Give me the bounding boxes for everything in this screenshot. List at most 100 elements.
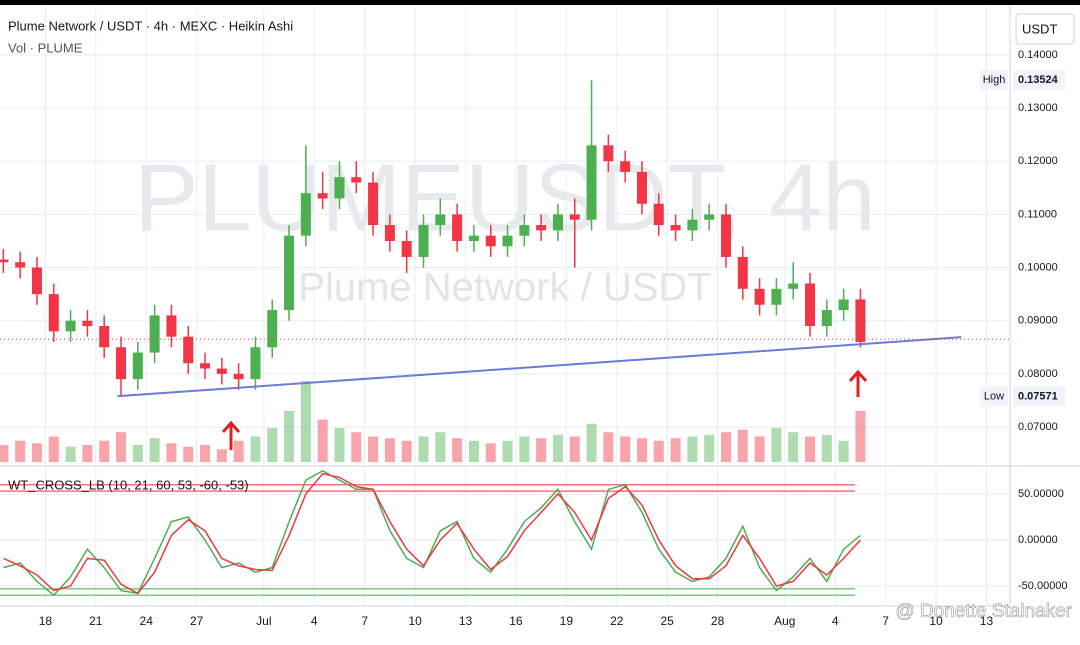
high-value-box bbox=[1013, 70, 1065, 91]
candle-body bbox=[468, 235, 479, 241]
y-tick-label: 50.00000 bbox=[1018, 488, 1064, 500]
candle-body bbox=[737, 256, 748, 289]
x-tick-label: 7 bbox=[882, 614, 889, 628]
candle-body bbox=[401, 240, 412, 257]
volume-bar bbox=[452, 438, 463, 462]
x-tick-label: 4 bbox=[311, 614, 318, 628]
candle-body bbox=[788, 283, 799, 289]
x-tick-label: Jul bbox=[256, 614, 271, 628]
candle-body bbox=[115, 347, 126, 380]
low-value: 0.07571 bbox=[1018, 391, 1058, 403]
x-tick-label: 13 bbox=[980, 614, 994, 628]
volume-bar bbox=[435, 432, 446, 462]
volume-bar bbox=[317, 419, 328, 462]
candle-body bbox=[485, 235, 496, 247]
y-tick-label: 0.12000 bbox=[1018, 155, 1058, 167]
volume-bar bbox=[536, 438, 547, 462]
y-tick-label: 0.00000 bbox=[1018, 534, 1058, 546]
candle-body bbox=[82, 320, 93, 327]
candle-body bbox=[418, 225, 429, 257]
candle-body bbox=[48, 294, 59, 332]
volume-bar bbox=[603, 432, 614, 462]
volume-bar bbox=[519, 436, 530, 462]
candle-body bbox=[502, 235, 513, 247]
candle-body bbox=[216, 368, 227, 374]
volume-bar bbox=[704, 434, 715, 462]
candle-body bbox=[687, 219, 698, 231]
volume-bar bbox=[418, 436, 429, 462]
volume-bar bbox=[48, 436, 59, 462]
volume-bar bbox=[82, 445, 93, 462]
y-tick-label: 0.07000 bbox=[1018, 421, 1058, 433]
candle-body bbox=[435, 214, 446, 226]
y-tick-label: 0.10000 bbox=[1018, 261, 1058, 273]
arrows bbox=[221, 369, 868, 450]
candle-body bbox=[267, 310, 278, 348]
volume-bar bbox=[653, 440, 664, 462]
candle-body bbox=[838, 299, 849, 311]
currency-box[interactable] bbox=[1015, 13, 1075, 45]
candle-body bbox=[603, 145, 614, 162]
y-tick-label: 0.08000 bbox=[1018, 368, 1058, 380]
candle-body bbox=[334, 177, 345, 199]
high-label: High bbox=[983, 74, 1006, 86]
volume-bar bbox=[31, 443, 42, 462]
candle-body bbox=[0, 259, 9, 263]
candle-body bbox=[65, 320, 76, 332]
candle-body bbox=[250, 347, 261, 380]
volume-bar bbox=[250, 436, 261, 462]
volume-bar bbox=[401, 440, 412, 462]
x-tick-label: 19 bbox=[560, 614, 574, 628]
candle-body bbox=[536, 225, 547, 231]
x-tick-label: 22 bbox=[610, 614, 624, 628]
plot: High 0.13524 Low 0.07571 bbox=[0, 70, 1065, 597]
candle-body bbox=[720, 214, 731, 257]
candle-body bbox=[670, 225, 681, 231]
candle-body bbox=[821, 310, 832, 327]
x-tick-label: 28 bbox=[711, 614, 725, 628]
candle-body bbox=[183, 336, 194, 364]
x-tick-label: 21 bbox=[89, 614, 103, 628]
y-tick-label: 0.13000 bbox=[1018, 102, 1058, 114]
volume-bar bbox=[284, 411, 295, 462]
candle-body bbox=[166, 315, 177, 337]
x-tick-label: 4 bbox=[832, 614, 839, 628]
high-label-box bbox=[980, 70, 1008, 91]
candle-body bbox=[704, 214, 715, 220]
volume-bar bbox=[334, 428, 345, 462]
candle-body bbox=[384, 225, 395, 241]
volume-bar bbox=[855, 411, 866, 462]
low-value-box bbox=[1013, 386, 1065, 407]
osc-line bbox=[3, 470, 861, 597]
candle-body bbox=[552, 214, 563, 231]
candle-body bbox=[771, 288, 782, 305]
volume-bar bbox=[771, 428, 782, 462]
volume-bar bbox=[233, 440, 244, 462]
volume-bar bbox=[838, 440, 849, 462]
currency[interactable]: USDT bbox=[1022, 21, 1057, 36]
x-tick-label: 7 bbox=[361, 614, 368, 628]
candle-body bbox=[636, 171, 647, 204]
candle-body bbox=[754, 288, 765, 305]
watermark-subtitle: Plume Network / USDT bbox=[298, 266, 711, 310]
x-tick-label: 10 bbox=[929, 614, 943, 628]
volume-bar bbox=[132, 445, 143, 462]
candle-body bbox=[233, 373, 244, 380]
candle-body bbox=[31, 267, 42, 295]
volume-bar bbox=[65, 446, 76, 462]
footer-watermark: @ Donette Stalnaker bbox=[895, 601, 1072, 622]
candle-body bbox=[99, 326, 110, 348]
candle-body bbox=[149, 315, 160, 353]
x-tick-label: Aug bbox=[774, 614, 795, 628]
candle-body bbox=[855, 299, 866, 342]
candle-body bbox=[200, 363, 211, 369]
candle-body bbox=[284, 235, 295, 311]
volume-bar bbox=[166, 443, 177, 462]
volume-bar bbox=[620, 436, 631, 462]
y-tick-label: 0.11000 bbox=[1018, 208, 1057, 220]
volume-bar bbox=[368, 436, 379, 462]
x-tick-label: 24 bbox=[140, 614, 154, 628]
y-tick-label: 0.14000 bbox=[1018, 49, 1058, 61]
volume-bar bbox=[200, 445, 211, 462]
